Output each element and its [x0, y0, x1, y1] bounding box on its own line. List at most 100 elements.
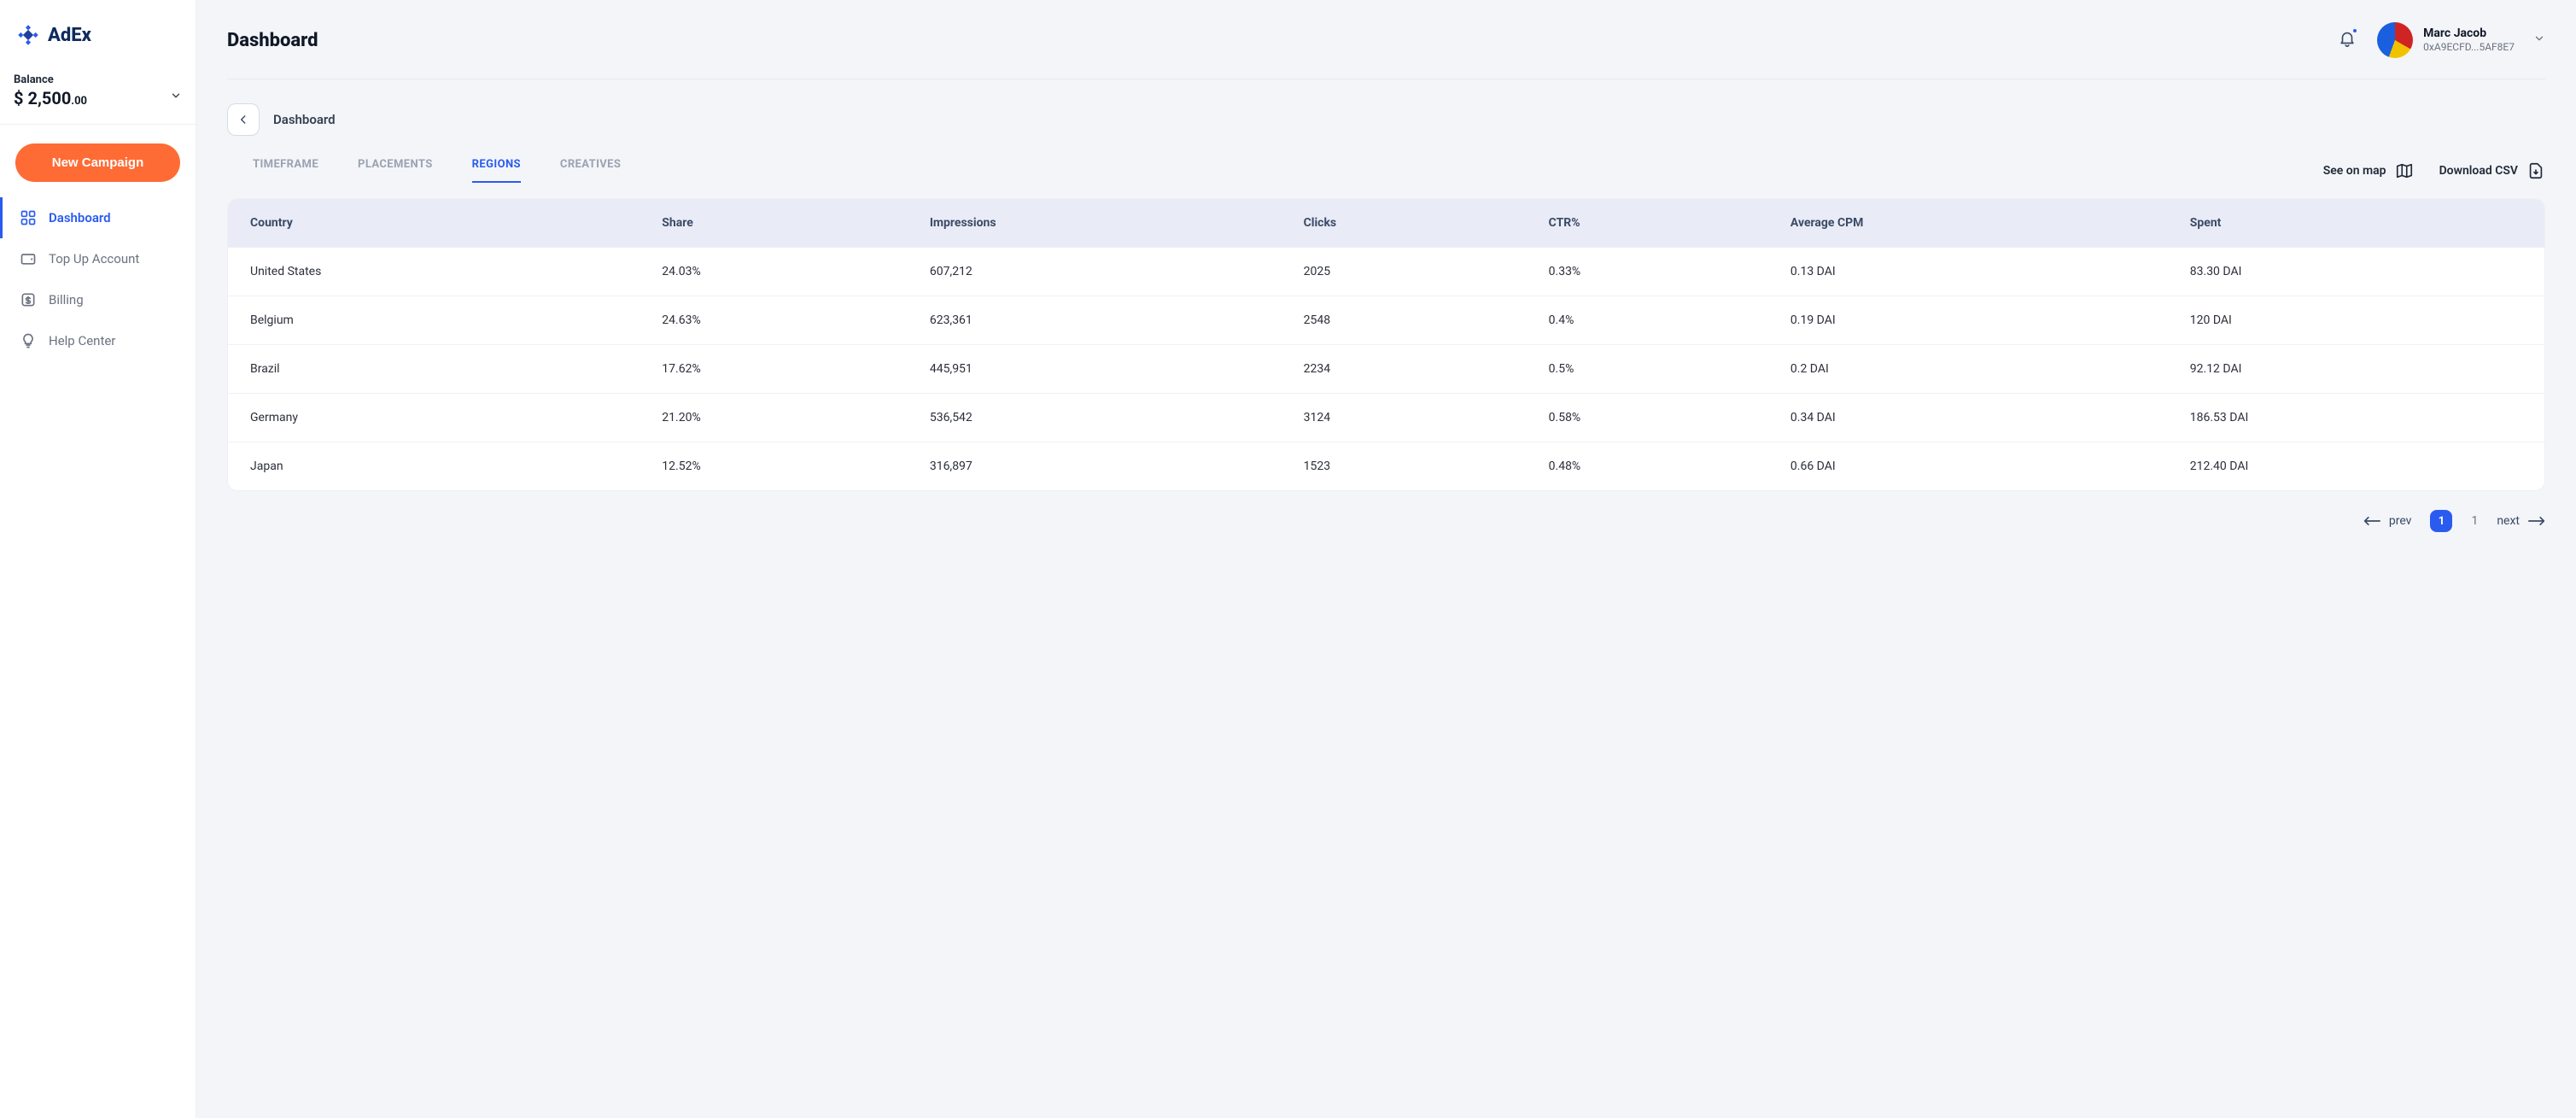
- table-cell: 536,542: [914, 394, 1288, 442]
- current-page[interactable]: 1: [2430, 510, 2452, 532]
- pagination: prev 1 1 next: [227, 510, 2545, 532]
- download-csv-label: Download CSV: [2439, 164, 2518, 178]
- chevron-left-icon: [237, 114, 249, 126]
- table-cell: 0.48%: [1533, 442, 1775, 491]
- table-row[interactable]: Brazil17.62%445,95122340.5%0.2 DAI92.12 …: [228, 345, 2544, 394]
- sidebar-item-label: Help Center: [49, 333, 115, 348]
- subheader: Dashboard: [227, 103, 2545, 136]
- next-page-button[interactable]: next: [2497, 514, 2545, 528]
- table-cell: 1523: [1288, 442, 1533, 491]
- arrow-left-icon: [2363, 515, 2380, 527]
- table-cell: 0.66 DAI: [1775, 442, 2175, 491]
- table-row[interactable]: United States24.03%607,21220250.33%0.13 …: [228, 248, 2544, 296]
- sidebar-item-help[interactable]: Help Center: [0, 320, 196, 361]
- sidebar-item-label: Dashboard: [49, 210, 111, 225]
- balance-label: Balance: [14, 73, 87, 86]
- main: Dashboard Marc Jacob 0xA9ECFD...5AF8E7: [196, 0, 2576, 1118]
- back-button[interactable]: [227, 103, 260, 136]
- sidebar: AdEx Balance $ 2,500.00 New Campaign Das…: [0, 0, 196, 1118]
- download-csv-button[interactable]: Download CSV: [2439, 161, 2545, 180]
- table-cell: 186.53 DAI: [2175, 394, 2544, 442]
- dashboard-icon: [20, 209, 37, 226]
- new-campaign-button[interactable]: New Campaign: [15, 143, 180, 182]
- table-cell: 0.33%: [1533, 248, 1775, 296]
- table-cell: 0.4%: [1533, 296, 1775, 345]
- table-cell: 0.19 DAI: [1775, 296, 2175, 345]
- table-cell: 24.63%: [646, 296, 914, 345]
- table-row[interactable]: Belgium24.63%623,36125480.4%0.19 DAI120 …: [228, 296, 2544, 345]
- tabs: TIMEFRAME PLACEMENTS REGIONS CREATIVES: [227, 158, 621, 183]
- user-address: 0xA9ECFD...5AF8E7: [2423, 41, 2515, 54]
- table-header-row: Country Share Impressions Clicks CTR% Av…: [228, 199, 2544, 248]
- col-ctr[interactable]: CTR%: [1533, 199, 1775, 248]
- tab-placements[interactable]: PLACEMENTS: [358, 158, 433, 183]
- col-share[interactable]: Share: [646, 199, 914, 248]
- notification-dot: [2351, 27, 2358, 34]
- table-cell: 2025: [1288, 248, 1533, 296]
- sidebar-item-label: Top Up Account: [49, 251, 139, 266]
- table-cell: 212.40 DAI: [2175, 442, 2544, 491]
- tab-regions[interactable]: REGIONS: [472, 158, 521, 183]
- sidebar-item-dashboard[interactable]: Dashboard: [0, 197, 196, 238]
- download-icon: [2526, 161, 2545, 180]
- sidebar-item-label: Billing: [49, 292, 84, 307]
- notifications-button[interactable]: [2338, 29, 2357, 51]
- next-label: next: [2497, 514, 2520, 528]
- table-cell: 607,212: [914, 248, 1288, 296]
- col-spent[interactable]: Spent: [2175, 199, 2544, 248]
- chevron-down-icon[interactable]: [2533, 32, 2545, 48]
- prev-label: prev: [2389, 514, 2412, 528]
- balance-amount: $ 2,500.00: [14, 88, 87, 108]
- table-cell: 0.34 DAI: [1775, 394, 2175, 442]
- arrow-right-icon: [2528, 515, 2545, 527]
- col-clicks[interactable]: Clicks: [1288, 199, 1533, 248]
- wallet-icon: [20, 250, 37, 267]
- table-cell: 2548: [1288, 296, 1533, 345]
- sidebar-item-topup[interactable]: Top Up Account: [0, 238, 196, 279]
- lightbulb-icon: [20, 332, 37, 349]
- brand-logo[interactable]: AdEx: [0, 0, 196, 65]
- table-row[interactable]: Germany21.20%536,54231240.58%0.34 DAI186…: [228, 394, 2544, 442]
- brand-icon: [17, 24, 39, 46]
- col-cpm[interactable]: Average CPM: [1775, 199, 2175, 248]
- sidebar-nav: Dashboard Top Up Account Billing Help Ce…: [0, 197, 196, 361]
- col-country[interactable]: Country: [228, 199, 646, 248]
- topbar: Dashboard Marc Jacob 0xA9ECFD...5AF8E7: [227, 22, 2545, 79]
- prev-page-button[interactable]: prev: [2363, 514, 2412, 528]
- user-menu[interactable]: Marc Jacob 0xA9ECFD...5AF8E7: [2377, 22, 2545, 58]
- table-cell: 2234: [1288, 345, 1533, 394]
- sidebar-item-billing[interactable]: Billing: [0, 279, 196, 320]
- avatar: [2377, 22, 2413, 58]
- page-title: Dashboard: [227, 30, 318, 51]
- billing-icon: [20, 291, 37, 308]
- table-row[interactable]: Japan12.52%316,89715230.48%0.66 DAI212.4…: [228, 442, 2544, 491]
- table-cell: 0.13 DAI: [1775, 248, 2175, 296]
- see-on-map-label: See on map: [2323, 164, 2386, 178]
- table-cell: 623,361: [914, 296, 1288, 345]
- tab-timeframe[interactable]: TIMEFRAME: [253, 158, 318, 183]
- chevron-down-icon[interactable]: [170, 90, 182, 108]
- table-cell: 17.62%: [646, 345, 914, 394]
- col-impressions[interactable]: Impressions: [914, 199, 1288, 248]
- map-icon: [2395, 161, 2414, 180]
- balance-widget[interactable]: Balance $ 2,500.00: [0, 65, 196, 125]
- total-pages: 1: [2471, 514, 2478, 528]
- tabs-row: TIMEFRAME PLACEMENTS REGIONS CREATIVES S…: [227, 158, 2545, 183]
- table-cell: 0.2 DAI: [1775, 345, 2175, 394]
- table-cell: United States: [228, 248, 646, 296]
- table-cell: 0.5%: [1533, 345, 1775, 394]
- table-cell: 3124: [1288, 394, 1533, 442]
- table-cell: 21.20%: [646, 394, 914, 442]
- table-cell: Germany: [228, 394, 646, 442]
- table-cell: Japan: [228, 442, 646, 491]
- breadcrumb[interactable]: Dashboard: [273, 112, 336, 127]
- table-cell: 83.30 DAI: [2175, 248, 2544, 296]
- brand-name: AdEx: [48, 25, 91, 46]
- tab-creatives[interactable]: CREATIVES: [560, 158, 621, 183]
- table-cell: 92.12 DAI: [2175, 345, 2544, 394]
- regions-table: Country Share Impressions Clicks CTR% Av…: [227, 198, 2545, 491]
- user-name: Marc Jacob: [2423, 26, 2515, 42]
- table-cell: Brazil: [228, 345, 646, 394]
- table-cell: 0.58%: [1533, 394, 1775, 442]
- see-on-map-button[interactable]: See on map: [2323, 161, 2414, 180]
